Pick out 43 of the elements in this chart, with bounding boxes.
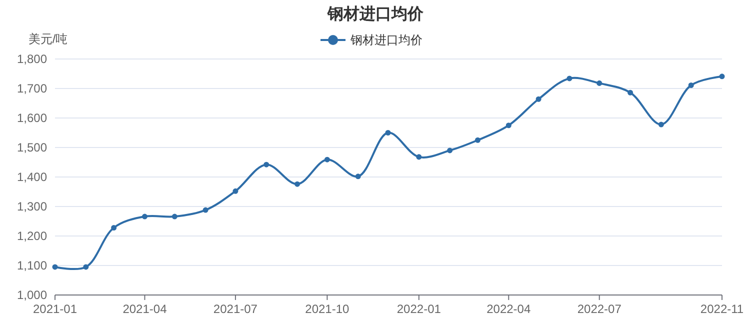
- point: [658, 122, 664, 128]
- x-tick-label: 2022-07: [577, 302, 622, 316]
- point: [294, 181, 300, 187]
- point: [324, 156, 330, 162]
- x-tick-label: 2021-01: [32, 302, 78, 316]
- y-tick-label: 1,100: [16, 258, 48, 273]
- point: [232, 188, 238, 194]
- y-tick-label: 1,300: [16, 200, 48, 214]
- point: [416, 154, 422, 160]
- chart-title: 钢材进口均价: [326, 5, 424, 23]
- point: [355, 174, 361, 180]
- x-tick-label: 2021-04: [122, 302, 168, 316]
- point: [385, 130, 391, 136]
- point: [566, 76, 572, 82]
- point: [688, 82, 694, 88]
- point: [474, 137, 480, 143]
- point: [111, 224, 117, 230]
- point: [83, 264, 89, 270]
- legend-label: 钢材进口均价: [350, 33, 422, 48]
- point: [628, 90, 634, 96]
- x-tick-label: 2022-01: [396, 302, 442, 316]
- point: [506, 122, 512, 128]
- y-tick-label: 1,400: [16, 170, 48, 184]
- point: [202, 207, 208, 213]
- point: [447, 148, 453, 154]
- x-tick-label: 2022-04: [486, 302, 531, 316]
- x-tick-label: 2021-10: [305, 302, 350, 316]
- point: [719, 74, 725, 80]
- y-tick-label: 1,500: [16, 140, 48, 155]
- y-tick-label: 1,600: [16, 111, 48, 126]
- y-tick-label: 1,200: [16, 229, 48, 244]
- point: [596, 80, 602, 86]
- y-tick-label: 1,000: [16, 288, 48, 302]
- point: [536, 96, 542, 102]
- y-axis-title: 美元/吨: [28, 32, 68, 46]
- y-tick-label: 1,700: [16, 82, 48, 96]
- point: [142, 214, 148, 220]
- x-tick-label: 2021-07: [213, 302, 258, 316]
- y-tick-label: 1,800: [16, 52, 48, 66]
- point: [264, 162, 270, 168]
- x-tick-label: 2022-11: [700, 302, 744, 316]
- point: [172, 214, 178, 220]
- point: [52, 264, 58, 270]
